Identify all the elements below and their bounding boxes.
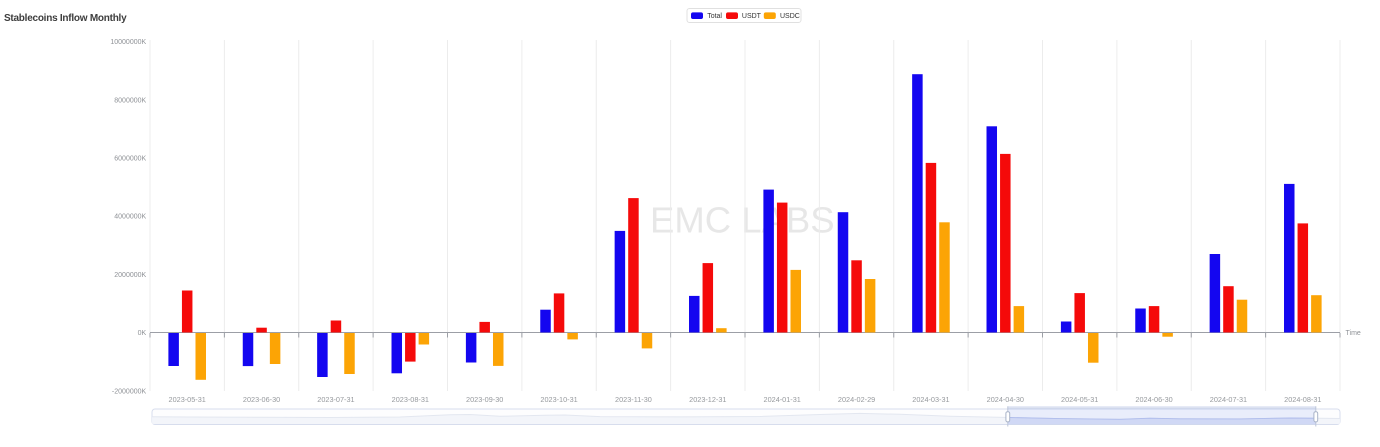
svg-text:10000000K: 10000000K [110,39,146,46]
svg-text:USDT: USDT [742,13,762,20]
svg-text:2023-11-30: 2023-11-30 [615,395,652,404]
svg-text:2023-08-31: 2023-08-31 [392,395,429,404]
svg-text:2024-01-31: 2024-01-31 [764,395,801,404]
svg-text:2024-03-31: 2024-03-31 [912,395,949,404]
svg-text:2024-04-30: 2024-04-30 [987,395,1024,404]
svg-text:2024-06-30: 2024-06-30 [1135,395,1172,404]
svg-text:2024-05-31: 2024-05-31 [1061,395,1098,404]
svg-text:Total: Total [707,13,722,20]
svg-text:Stablecoins Inflow Monthly: Stablecoins Inflow Monthly [4,13,127,24]
svg-text:2023-06-30: 2023-06-30 [243,395,280,404]
svg-text:6000000K: 6000000K [114,156,146,163]
svg-text:2023-07-31: 2023-07-31 [317,395,354,404]
svg-text:4000000K: 4000000K [114,214,146,221]
svg-text:-2000000K: -2000000K [112,388,147,395]
svg-text:2024-02-29: 2024-02-29 [838,395,875,404]
svg-text:2024-08-31: 2024-08-31 [1284,395,1321,404]
svg-text:8000000K: 8000000K [114,97,146,104]
svg-text:2023-09-30: 2023-09-30 [466,395,503,404]
svg-text:USDC: USDC [780,13,800,20]
svg-text:2023-10-31: 2023-10-31 [540,395,577,404]
svg-text:0K: 0K [138,330,147,337]
svg-text:2000000K: 2000000K [114,272,146,279]
svg-text:2023-05-31: 2023-05-31 [169,395,206,404]
svg-text:EMC LABS: EMC LABS [650,200,835,241]
svg-text:2023-12-31: 2023-12-31 [689,395,726,404]
svg-text:Time: Time [1346,330,1361,337]
svg-text:2024-07-31: 2024-07-31 [1210,395,1247,404]
